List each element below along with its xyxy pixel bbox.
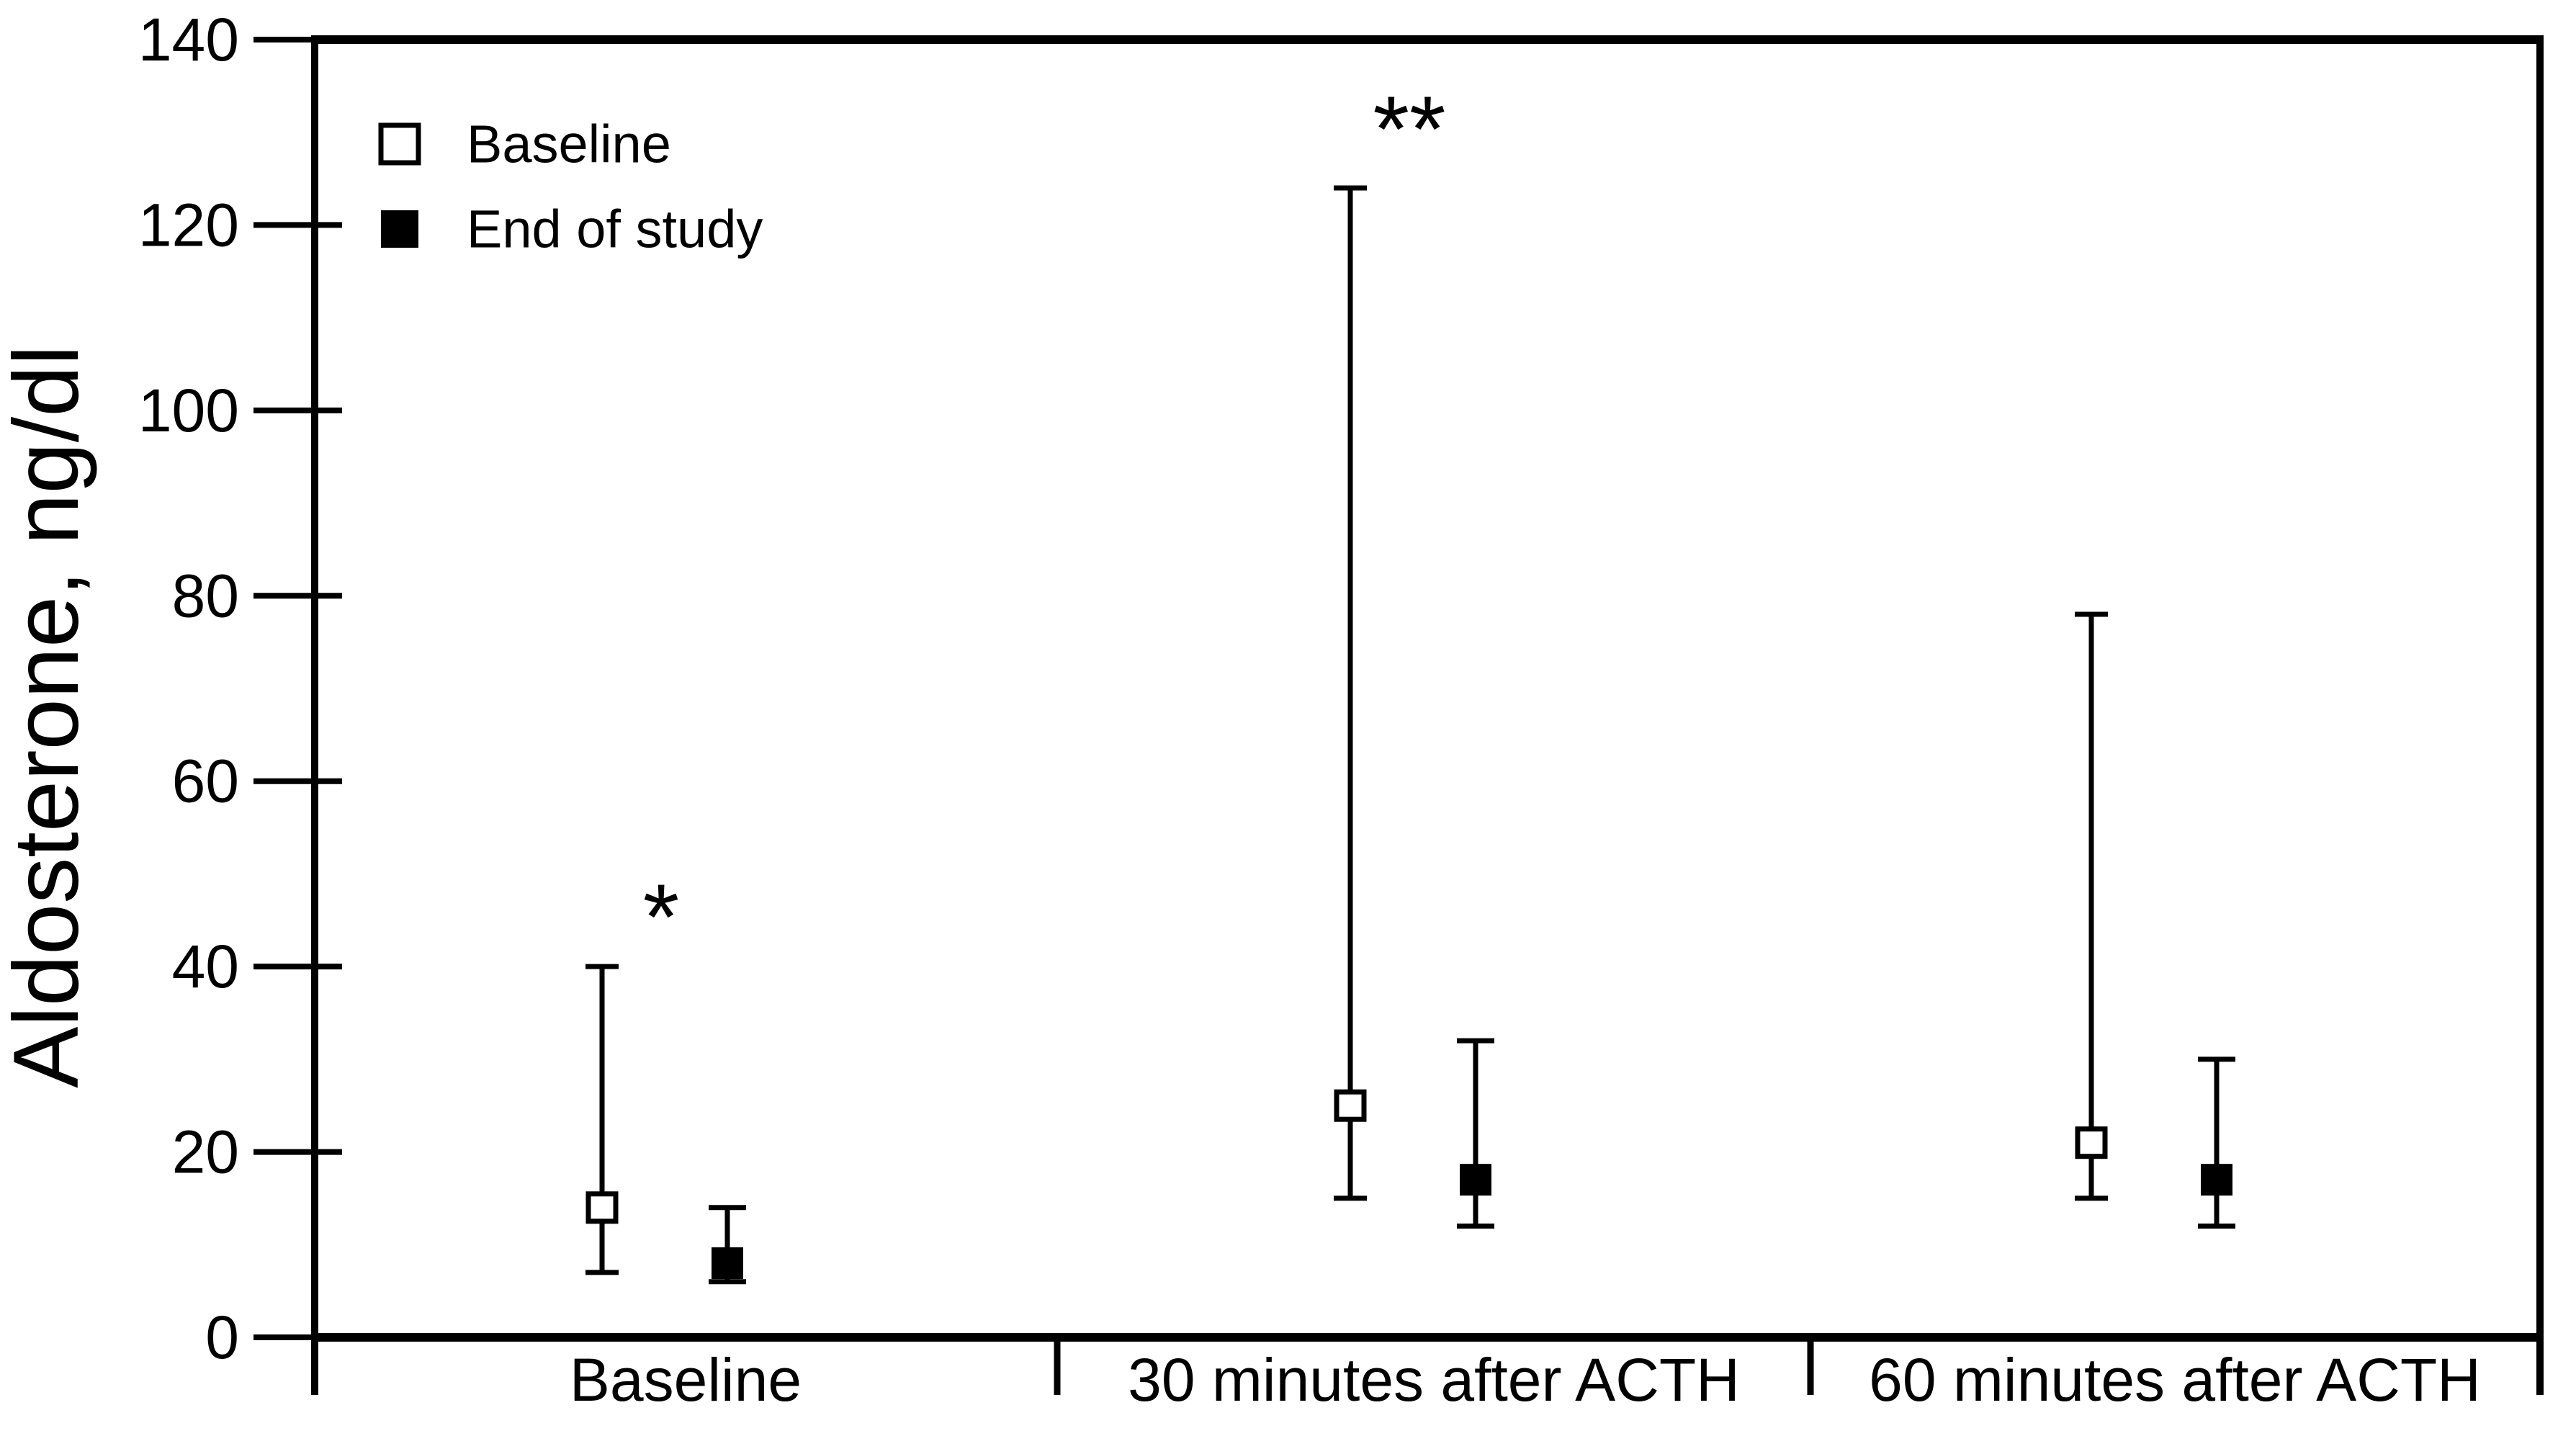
y-tick-label: 100 (138, 377, 239, 444)
y-axis-title: Aldosterone, ng/dl (0, 345, 98, 1088)
y-tick-label: 20 (172, 1118, 239, 1186)
data-series (585, 185, 2235, 1285)
significance-asterisk: * (643, 864, 680, 969)
y-tick-label: 140 (138, 6, 239, 73)
legend: Baseline End of study (378, 115, 763, 259)
plot-frame (311, 35, 2544, 1395)
y-axis: 0 20 40 60 80 100 120 140 (138, 6, 342, 1371)
error-bar-point (2198, 1056, 2235, 1229)
significance-asterisk: ** (1373, 76, 1445, 181)
y-tick-label: 120 (138, 191, 239, 259)
error-bar-point (709, 1205, 746, 1285)
x-axis: Baseline 30 minutes after ACTH 60 minute… (570, 1346, 2481, 1414)
significance-annotations: *** (643, 76, 1446, 969)
y-tick-label: 80 (172, 562, 239, 629)
x-category-label-30min: 30 minutes after ACTH (1128, 1346, 1740, 1414)
legend-label-end-of-study: End of study (467, 199, 763, 259)
median-marker-filled-square (2201, 1164, 2232, 1196)
median-marker-open-square (1334, 1089, 1367, 1122)
error-bar-point (2075, 611, 2108, 1201)
y-tick-label: 40 (172, 933, 239, 1000)
error-bar-point (1457, 1038, 1494, 1229)
y-tick-label: 0 (205, 1303, 239, 1371)
median-marker-open-square (2075, 1126, 2108, 1159)
median-marker-filled-square (1460, 1164, 1491, 1196)
legend-filled-square-icon (381, 210, 418, 248)
median-marker-filled-square (712, 1247, 743, 1280)
x-category-label-60min: 60 minutes after ACTH (1869, 1346, 2481, 1414)
error-bar-point (1334, 185, 1367, 1201)
error-bar-point (585, 964, 619, 1275)
legend-label-baseline: Baseline (467, 115, 671, 174)
legend-open-square-icon (378, 122, 421, 166)
x-category-label-baseline: Baseline (570, 1346, 802, 1414)
median-marker-open-square (585, 1191, 619, 1224)
y-tick-label: 60 (172, 748, 239, 815)
